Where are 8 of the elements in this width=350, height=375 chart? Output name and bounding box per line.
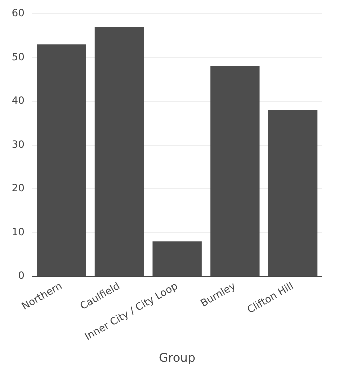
y-tick-label: 40: [12, 96, 25, 108]
y-tick-label: 60: [12, 8, 25, 20]
y-tick-label: 20: [12, 184, 25, 195]
y-tick-label: 0: [18, 271, 25, 282]
y-tick-label: 50: [12, 52, 25, 64]
y-tick-label: 10: [12, 227, 25, 238]
x-axis-title: Group: [159, 350, 196, 365]
y-tick-label: 30: [12, 140, 25, 151]
